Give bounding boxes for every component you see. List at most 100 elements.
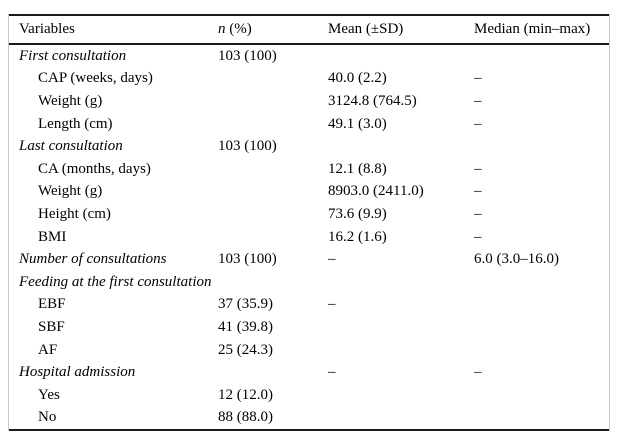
median-cell: – [474, 160, 482, 177]
mean-cell: 8903.0 (2411.0) [328, 183, 424, 200]
variable-cell: BMI [38, 228, 67, 245]
table-row: Weight (g) 8903.0 (2411.0) – [9, 181, 609, 204]
mean-cell: 16.2 (1.6) [328, 228, 387, 245]
mean-cell [328, 44, 474, 68]
summary-table: Variables n (%) Mean (±SD) Median (min–m… [9, 14, 609, 432]
n-cell [218, 226, 328, 249]
n-cell [218, 181, 328, 204]
table-row: AF 25 (24.3) [9, 339, 609, 362]
variable-cell: Hospital admission [19, 364, 136, 381]
variable-cell: Last consultation [19, 138, 123, 155]
mean-cell [328, 384, 474, 407]
variable-cell: SBF [38, 318, 65, 335]
variable-cell: Height (cm) [38, 205, 111, 222]
n-cell [218, 90, 328, 113]
variable-cell: Length (cm) [38, 115, 113, 132]
median-cell [474, 294, 609, 317]
table-row: CA (months, days) 12.1 (8.8) – [9, 158, 609, 181]
median-cell [474, 44, 609, 68]
median-cell: – [474, 205, 482, 222]
n-cell: 25 (24.3) [218, 341, 273, 358]
table-row: Length (cm) 49.1 (3.0) – [9, 113, 609, 136]
n-cell [218, 203, 328, 226]
variable-cell: CA (months, days) [38, 160, 151, 177]
variable-cell: Weight (g) [38, 183, 103, 200]
variable-cell: First consultation [19, 47, 127, 64]
table-row: Weight (g) 3124.8 (764.5) – [9, 90, 609, 113]
mean-cell: 12.1 (8.8) [328, 160, 387, 177]
median-cell: – [474, 115, 482, 132]
column-header-label: Variables [19, 21, 75, 37]
median-cell: – [474, 70, 482, 87]
n-cell: 12 (12.0) [218, 386, 273, 403]
median-cell: – [474, 92, 482, 109]
median-cell [474, 339, 609, 362]
median-cell: – [474, 228, 482, 245]
table-row: CAP (weeks, days) 40.0 (2.2) – [9, 68, 609, 91]
table-row: No 88 (88.0) [9, 407, 609, 431]
n-cell: 103 (100) [218, 251, 277, 268]
median-cell [474, 407, 609, 431]
median-cell [474, 135, 609, 158]
mean-cell: – [328, 364, 336, 381]
variable-cell: Yes [38, 386, 60, 403]
n-cell [218, 68, 328, 91]
table-row: EBF 37 (35.9) – [9, 294, 609, 317]
column-header-label: Median (min–max) [474, 21, 591, 37]
median-cell: – [474, 183, 482, 200]
median-cell [474, 271, 609, 294]
variable-cell: CAP (weeks, days) [38, 70, 153, 87]
table-header: Variables n (%) Mean (±SD) Median (min–m… [9, 15, 609, 45]
mean-cell [328, 135, 474, 158]
mean-cell: 73.6 (9.9) [328, 205, 387, 222]
summary-table-frame: Variables n (%) Mean (±SD) Median (min–m… [8, 14, 610, 432]
median-cell [474, 316, 609, 339]
n-cell: 88 (88.0) [218, 409, 273, 426]
column-header-italic: n [218, 21, 226, 37]
table-row: Number of consultations 103 (100) – 6.0 (3.… [9, 248, 609, 271]
column-header-median-minmax: Median (min–max) [474, 15, 609, 45]
n-cell [218, 158, 328, 181]
column-header-label: Mean (±SD) [328, 21, 404, 37]
median-cell: 6.0 (3.0–16.0) [474, 251, 559, 268]
n-cell: 41 (39.8) [218, 318, 273, 335]
n-cell: 37 (35.9) [218, 296, 273, 313]
median-cell [474, 384, 609, 407]
n-cell: 103 (100) [218, 138, 277, 155]
table-row: Height (cm) 73.6 (9.9) – [9, 203, 609, 226]
table-row: Last consultation 103 (100) [9, 135, 609, 158]
n-cell [218, 113, 328, 136]
table-row: First consultation 103 (100) [9, 44, 609, 68]
mean-cell: – [328, 296, 336, 313]
mean-cell [328, 407, 474, 431]
mean-cell [328, 316, 474, 339]
table-row: BMI 16.2 (1.6) – [9, 226, 609, 249]
variable-cell: Feeding at the first consultation [19, 273, 212, 290]
column-header-variables: Variables [9, 15, 218, 45]
n-cell [218, 271, 328, 294]
mean-cell: – [328, 251, 336, 268]
table-row: Yes 12 (12.0) [9, 384, 609, 407]
mean-cell: 49.1 (3.0) [328, 115, 387, 132]
variable-cell: EBF [38, 296, 66, 313]
n-cell [218, 361, 328, 384]
mean-cell [328, 339, 474, 362]
column-header-label: (%) [225, 21, 252, 37]
mean-cell [328, 271, 474, 294]
mean-cell: 3124.8 (764.5) [328, 92, 417, 109]
column-header-n-percent: n (%) [218, 15, 328, 45]
table-body: First consultation 103 (100) CAP (weeks, d… [9, 44, 609, 430]
header-row: Variables n (%) Mean (±SD) Median (min–m… [9, 15, 609, 45]
n-cell: 103 (100) [218, 47, 277, 64]
table-row: SBF 41 (39.8) [9, 316, 609, 339]
variable-cell: Number of consultations [19, 251, 167, 268]
variable-cell: No [38, 409, 57, 426]
column-header-mean-sd: Mean (±SD) [328, 15, 474, 45]
table-row: Hospital admission – – [9, 361, 609, 384]
mean-cell: 40.0 (2.2) [328, 70, 387, 87]
variable-cell: Weight (g) [38, 92, 103, 109]
variable-cell: AF [38, 341, 58, 358]
table-row: Feeding at the first consultation [9, 271, 609, 294]
median-cell: – [474, 364, 482, 381]
